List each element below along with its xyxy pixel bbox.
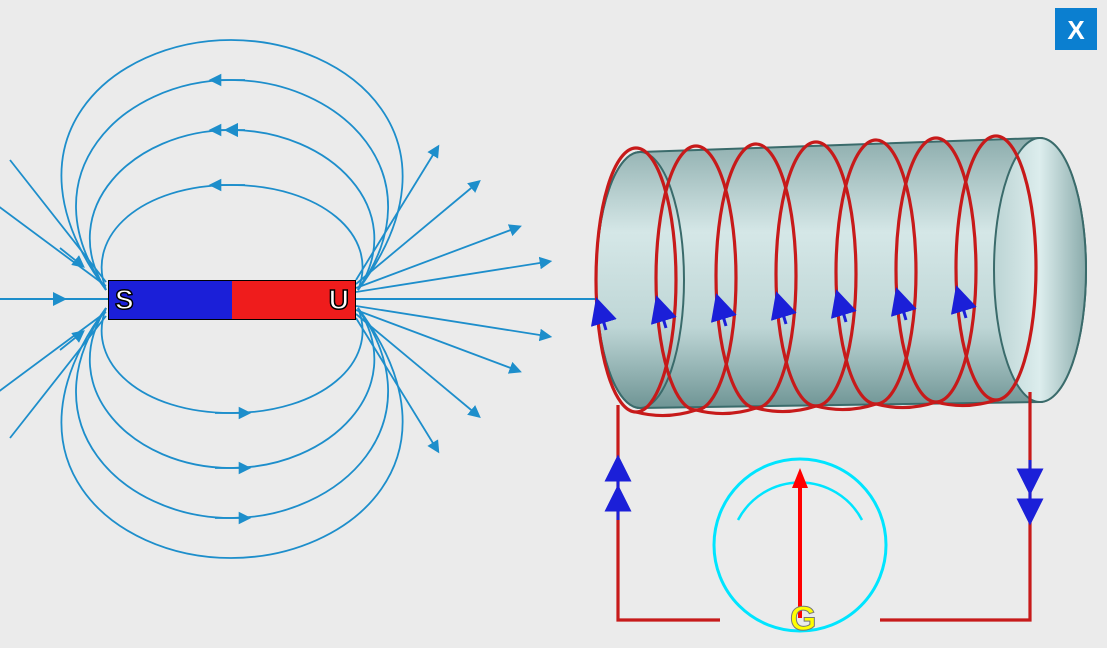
magnet-south-pole: S xyxy=(109,281,232,319)
galvanometer-label: G xyxy=(790,600,816,639)
close-button[interactable]: X xyxy=(1055,8,1097,50)
magnet-north-pole: U xyxy=(232,281,355,319)
close-button-label: X xyxy=(1067,15,1084,45)
circuit-wires xyxy=(618,392,1030,620)
magnet-s-label: S xyxy=(115,284,134,316)
current-arrows-leads xyxy=(618,460,1030,520)
diagram-canvas xyxy=(0,0,1107,648)
bar-magnet[interactable]: S U xyxy=(108,280,356,320)
magnet-u-label: U xyxy=(329,284,349,316)
